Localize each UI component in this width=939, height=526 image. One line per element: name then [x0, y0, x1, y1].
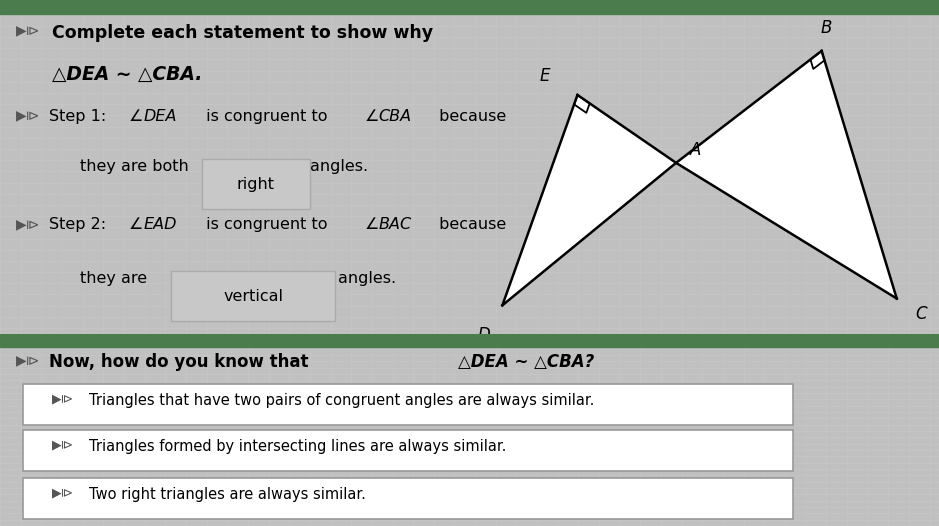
Text: Step 1:: Step 1: [49, 108, 111, 124]
Text: A: A [690, 141, 701, 159]
Text: D: D [477, 326, 490, 343]
Text: is congruent to: is congruent to [201, 217, 332, 232]
Text: because: because [434, 217, 506, 232]
Text: they are both: they are both [80, 159, 189, 175]
Text: CBA: CBA [378, 108, 411, 124]
Text: Triangles formed by intersecting lines are always similar.: Triangles formed by intersecting lines a… [89, 439, 506, 453]
Text: is congruent to: is congruent to [201, 108, 332, 124]
Polygon shape [676, 51, 897, 299]
Bar [0, 0, 939, 14]
Text: ▶⧐: ▶⧐ [16, 24, 40, 38]
FancyBboxPatch shape [23, 430, 793, 471]
Text: B: B [821, 19, 832, 37]
Text: ▶⧐: ▶⧐ [16, 217, 40, 231]
FancyBboxPatch shape [202, 159, 310, 209]
Text: Now, how do you know that: Now, how do you know that [49, 353, 314, 371]
Text: ▶⧐: ▶⧐ [16, 353, 40, 367]
Text: △DEA ∼ △CBA?: △DEA ∼ △CBA? [458, 353, 594, 371]
Text: vertical: vertical [223, 289, 283, 304]
Text: ∠: ∠ [129, 108, 143, 124]
Bar [0, 334, 939, 348]
Text: EAD: EAD [144, 217, 177, 232]
Text: ▶⧐: ▶⧐ [52, 487, 74, 500]
Text: they are: they are [80, 271, 146, 287]
Text: Triangles that have two pairs of congruent angles are always similar.: Triangles that have two pairs of congrue… [89, 392, 594, 408]
Text: ▶⧐: ▶⧐ [52, 439, 74, 452]
Text: E: E [539, 67, 550, 85]
Text: ∠: ∠ [364, 108, 378, 124]
Text: angles.: angles. [338, 271, 396, 287]
Text: Step 2:: Step 2: [49, 217, 111, 232]
Text: C: C [916, 305, 927, 323]
FancyBboxPatch shape [23, 478, 793, 519]
Text: Two right triangles are always similar.: Two right triangles are always similar. [89, 487, 366, 502]
Text: Complete each statement to show why: Complete each statement to show why [52, 24, 433, 42]
Text: ∠: ∠ [364, 217, 378, 232]
Text: ▶⧐: ▶⧐ [16, 108, 40, 123]
Text: △DEA ∼ △CBA.: △DEA ∼ △CBA. [52, 65, 202, 84]
Text: right: right [237, 177, 275, 191]
FancyBboxPatch shape [171, 271, 335, 321]
Text: ∠: ∠ [129, 217, 143, 232]
Text: because: because [434, 108, 506, 124]
Text: ▶⧐: ▶⧐ [52, 392, 74, 406]
Polygon shape [502, 95, 676, 305]
Text: angles.: angles. [310, 159, 368, 175]
Text: BAC: BAC [378, 217, 411, 232]
Text: DEA: DEA [144, 108, 177, 124]
FancyBboxPatch shape [23, 384, 793, 425]
